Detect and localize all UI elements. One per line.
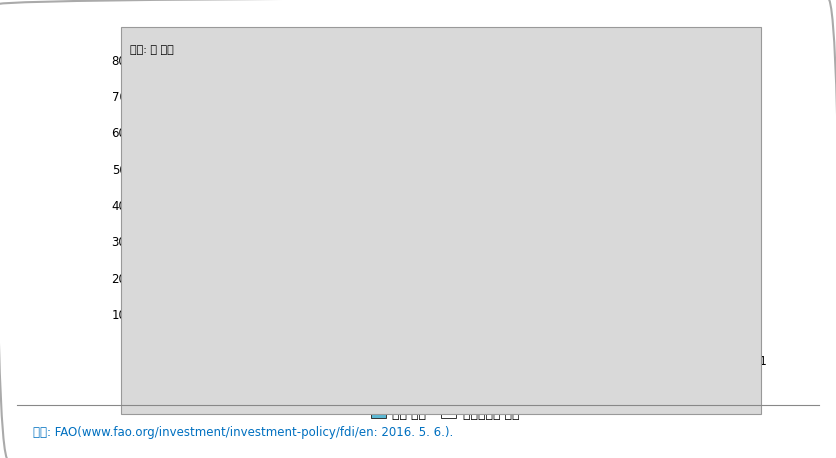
Legend: 농업 부문, 식품가공업 부문: 농업 부문, 식품가공업 부문 [366,403,524,425]
Text: 자료: FAO(www.fao.org/investment/investment-policy/fdi/en: 2016. 5. 6.).: 자료: FAO(www.fao.org/investment/investmen… [33,426,454,439]
Text: 단위: 억 달러: 단위: 억 달러 [130,45,173,55]
